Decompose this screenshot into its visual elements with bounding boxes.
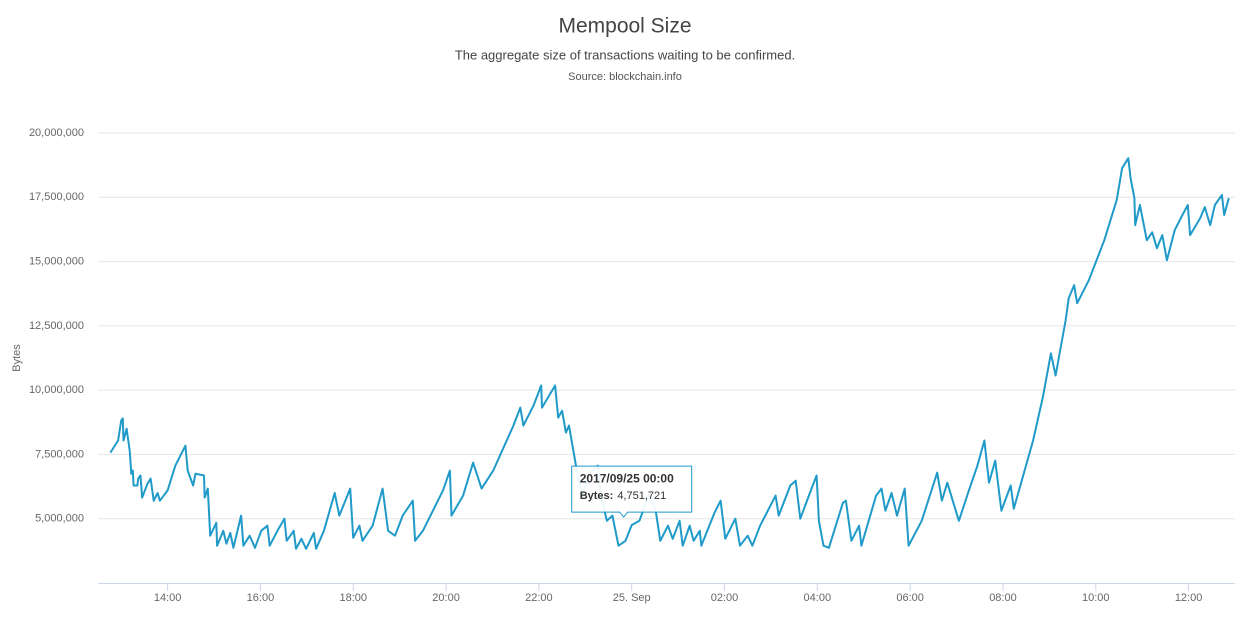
x-tick-label: 12:00 — [1175, 592, 1203, 604]
x-tick-label: 18:00 — [339, 592, 367, 604]
x-tick-label: 22:00 — [525, 592, 553, 604]
y-axis-title: Bytes — [11, 344, 23, 372]
tooltip-box — [571, 465, 693, 518]
y-tick-label: 20,000,000 — [29, 127, 84, 139]
tooltip-value: 4,751,721 — [617, 490, 666, 502]
tooltip: 2017/09/25 00:00 Bytes: 4,751,721 — [571, 465, 693, 518]
x-tick-label: 16:00 — [247, 592, 275, 604]
data-line — [109, 157, 1230, 550]
x-tick-label: 10:00 — [1082, 592, 1110, 604]
x-tick-label: 02:00 — [711, 592, 739, 604]
x-tick-label: 14:00 — [154, 592, 182, 604]
tooltip-title: 2017/09/25 00:00 — [580, 471, 674, 485]
tooltip-label: Bytes: — [580, 490, 614, 502]
y-tick-label: 10,000,000 — [29, 384, 84, 396]
y-tick-label: 17,500,000 — [29, 191, 84, 203]
x-tick-label: 08:00 — [989, 592, 1017, 604]
x-tick-label: 20:00 — [432, 592, 460, 604]
y-tick-label: 12,500,000 — [29, 320, 84, 332]
x-tick-label: 04:00 — [804, 592, 832, 604]
y-tick-label: 15,000,000 — [29, 255, 84, 267]
chart-title: Mempool Size — [558, 15, 691, 38]
x-tick-label: 25. Sep — [613, 592, 651, 604]
y-tick-label: 5,000,000 — [35, 513, 84, 525]
y-tick-label: 7,500,000 — [35, 448, 84, 460]
chart-subtitle: The aggregate size of transactions waiti… — [455, 47, 795, 62]
x-tick-label: 06:00 — [896, 592, 924, 604]
chart-source: Source: blockchain.info — [568, 71, 682, 83]
